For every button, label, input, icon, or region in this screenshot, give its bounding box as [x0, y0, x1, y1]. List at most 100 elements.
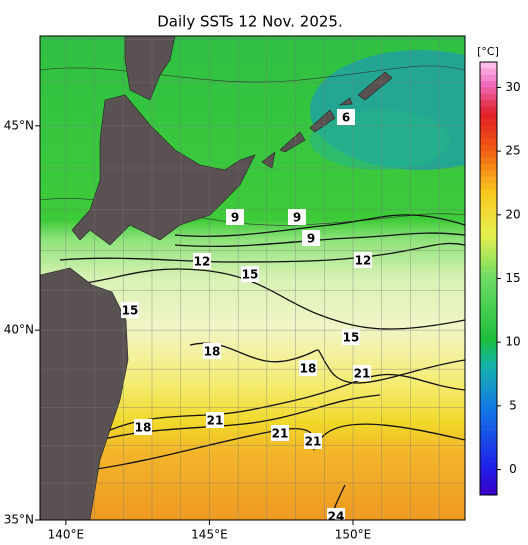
colorbar-cell: [480, 310, 497, 318]
land: [261, 71, 393, 169]
label-box: [302, 230, 320, 246]
label-box: [304, 433, 322, 449]
colorbar-cell: [480, 208, 497, 216]
colorbar-cell: [480, 93, 497, 101]
colorbar-cell: [480, 221, 497, 229]
label-box: [299, 360, 317, 376]
colorbar-cell: [480, 399, 497, 407]
colorbar-cell: [480, 144, 497, 152]
x-tick-label: 145°E: [191, 528, 228, 542]
contour-label: 21: [272, 427, 289, 441]
label-box: [226, 209, 244, 225]
land: [40, 267, 129, 520]
title: Daily SSTs 12 Nov. 2025.: [157, 13, 342, 31]
colorbar-cell: [480, 100, 497, 108]
colorbar-cell: [480, 374, 497, 381]
colorbar-cell: [480, 74, 497, 82]
contour-label: 18: [204, 345, 221, 359]
y-tick-label: 35°N: [4, 513, 34, 527]
colorbar-cell: [480, 405, 497, 413]
colorbar-cell: [480, 272, 497, 279]
colorbar-cell: [480, 182, 497, 190]
colorbar-cell: [480, 233, 497, 241]
colorbar-cell: [480, 163, 497, 171]
colorbar-cell: [480, 68, 497, 76]
colorbar-cell: [480, 81, 497, 88]
colorbar-cell: [480, 348, 497, 356]
colorbar-cell: [480, 259, 497, 267]
label-box: [203, 343, 221, 359]
isotherm: [174, 232, 465, 248]
colorbar-tick-label: 20: [505, 207, 520, 221]
contour-label: 18: [135, 421, 152, 435]
colorbar-cell: [480, 386, 497, 394]
label-box: [337, 109, 355, 125]
colorbar-cell: [480, 380, 497, 388]
label-box: [288, 209, 306, 225]
colorbar-unit: [°C]: [477, 45, 499, 58]
contour-label: 18: [300, 362, 317, 376]
colorbar-cell: [480, 87, 497, 95]
colorbar-tick-label: 0: [509, 462, 517, 476]
colorbar-cell: [480, 202, 497, 209]
isotherm: [109, 373, 465, 431]
colorbar-cell: [480, 106, 497, 114]
colorbar-cell: [480, 463, 497, 471]
colorbar-cell: [480, 303, 497, 311]
x-tick-label: 140°E: [48, 528, 85, 542]
colorbar-cell: [480, 367, 497, 375]
label-box: [271, 425, 289, 441]
colorbar-cell: [480, 361, 497, 369]
contour-label: 9: [231, 211, 239, 225]
colorbar-cell: [480, 488, 497, 496]
contour-label: 21: [207, 414, 224, 428]
colorbar-cell: [480, 176, 497, 184]
colorbar-tick-label: 5: [509, 398, 517, 412]
label-box: [342, 329, 360, 345]
colorbar-cell: [480, 170, 497, 178]
colorbar-cell: [480, 278, 497, 286]
colorbar-cell: [480, 329, 497, 337]
colorbar-tick-label: 25: [505, 144, 520, 158]
y-tick-label: 45°N: [4, 118, 34, 132]
contour-label: 21: [305, 435, 322, 449]
colorbar-cell: [480, 138, 497, 146]
colorbar-cell: [480, 444, 497, 451]
colorbar-cell: [480, 189, 497, 197]
colorbar-cell: [480, 195, 497, 203]
label-box: [206, 412, 224, 428]
colorbar-cell: [480, 393, 497, 400]
contour-label: 24: [328, 510, 345, 524]
colorbar-cell: [480, 214, 497, 222]
contour-label: 15: [343, 331, 360, 345]
label-box: [241, 266, 259, 282]
colorbar-cell: [480, 482, 497, 490]
colorbar-cell: [480, 437, 497, 445]
colorbar-cell: [480, 342, 497, 350]
isotherm: [174, 214, 465, 237]
colorbar-cell: [480, 418, 497, 426]
land: [124, 36, 176, 101]
map-area: [40, 36, 465, 520]
y-tick-label: 40°N: [4, 323, 34, 337]
contour-label: 15: [242, 268, 259, 282]
colorbar-cell: [480, 475, 497, 483]
colorbar-cell: [480, 112, 497, 120]
colorbar-cell: [480, 323, 497, 330]
label-box: [353, 365, 371, 381]
colorbar-cell: [480, 297, 497, 305]
isotherm: [69, 268, 465, 330]
grid: [40, 36, 465, 520]
x-tick-label: 150°E: [335, 528, 372, 542]
colorbar-cell: [480, 246, 497, 254]
colorbar-tick-label: 30: [505, 80, 520, 94]
colorbar-cell: [480, 424, 497, 432]
colorbar-cell: [480, 119, 497, 127]
colorbar-tick-label: 15: [505, 271, 520, 285]
label-box: [354, 252, 372, 268]
colorbar-cell: [480, 335, 497, 343]
contour-label: 21: [354, 367, 371, 381]
colorbar-cell: [480, 157, 497, 165]
colorbar-cell: [480, 316, 497, 324]
